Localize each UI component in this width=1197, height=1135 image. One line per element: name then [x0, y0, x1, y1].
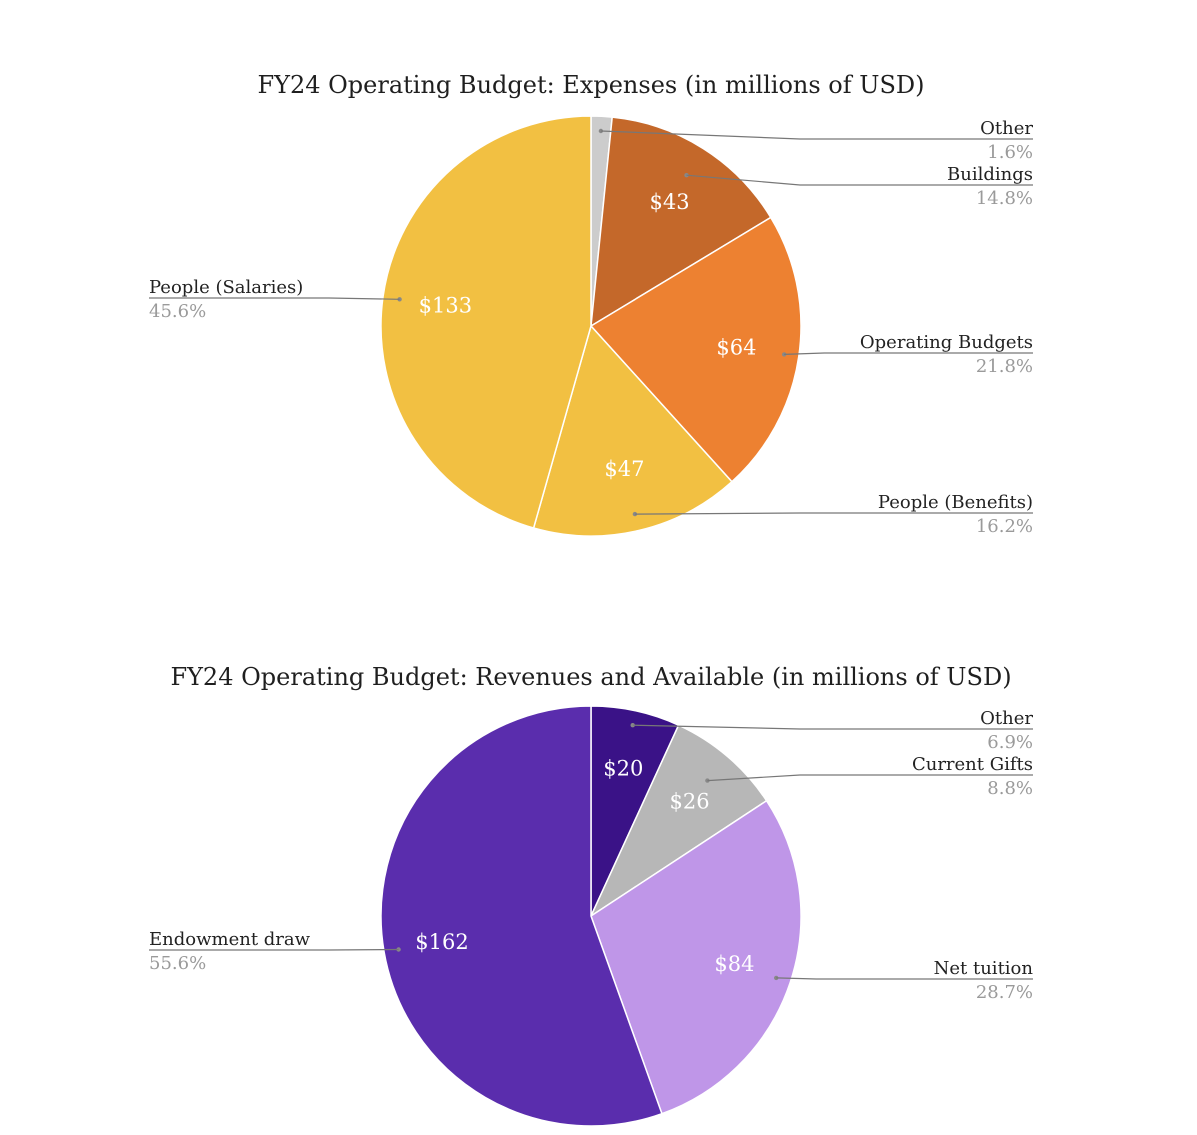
callout-name-current-gifts: Current Gifts	[912, 754, 1033, 775]
slice-people-benefits	[532, 324, 733, 537]
callout-percent-people-benefits: 16.2%	[976, 516, 1033, 537]
callout-name-endowment-draw: Endowment draw	[149, 929, 311, 950]
callout-percent-people-salaries: 45.6%	[149, 301, 206, 322]
revenues-callouts: Other 6.9%Current Gifts 8.8% Net tuition 28.…	[149, 708, 1033, 1003]
callout-line-current-gifts	[707, 774, 1033, 782]
slice-value-label-people-benefits: $47	[604, 457, 644, 481]
callout-name-other: Other	[980, 708, 1033, 729]
callout-name-operating-budgets: Operating Budgets	[860, 332, 1033, 353]
callout-name-people-salaries: People (Salaries)	[149, 277, 303, 298]
expenses-slices	[380, 115, 802, 537]
revenues-pie-chart: FY24 Operating Budget: Revenues and Avai…	[149, 663, 1033, 1127]
slice-value-label-people-salaries: $133	[419, 294, 472, 318]
callout-percent-net-tuition: 28.7%	[976, 982, 1033, 1003]
slice-value-label-endowment-draw: $162	[415, 930, 468, 954]
callout-line-endowment-draw	[149, 948, 399, 951]
callout-percent-operating-budgets: 21.8%	[976, 356, 1033, 377]
revenues-chart-title: FY24 Operating Budget: Revenues and Avai…	[170, 663, 1011, 691]
slice-people-salaries	[380, 115, 592, 529]
callout-line-buildings	[686, 174, 1033, 186]
callout-name-other: Other	[980, 118, 1033, 139]
callout-name-people-benefits: People (Benefits)	[878, 492, 1033, 513]
expenses-pie-chart: FY24 Operating Budget: Expenses (in mill…	[149, 71, 1033, 537]
callout-line-other	[632, 724, 1033, 730]
callout-percent-endowment-draw: 55.6%	[149, 953, 206, 974]
callout-line-people-benefits	[634, 512, 1033, 515]
expenses-callouts: Other 1.6%Buildings 14.8% Operating Budgets…	[149, 118, 1033, 537]
revenues-slice-labels: $20 $26 $84 $162	[415, 756, 754, 976]
callout-percent-buildings: 14.8%	[976, 188, 1033, 209]
revenues-slices	[380, 705, 802, 1127]
slice-value-label-other: $20	[603, 756, 643, 780]
callout-percent-other: 1.6%	[987, 142, 1033, 163]
slice-value-label-current-gifts: $26	[670, 789, 710, 813]
callout-percent-other: 6.9%	[987, 732, 1033, 753]
slice-operating-budgets	[589, 216, 802, 483]
slice-buildings	[590, 116, 772, 328]
callout-percent-current-gifts: 8.8%	[987, 778, 1033, 799]
callout-line-operating-budgets	[784, 352, 1033, 355]
slice-endowment-draw	[380, 705, 663, 1127]
slice-value-label-net-tuition: $84	[714, 952, 754, 976]
expenses-slice-labels: $43 $64 $47 $133	[419, 190, 757, 481]
callout-name-net-tuition: Net tuition	[934, 958, 1034, 979]
slice-value-label-buildings: $43	[650, 190, 690, 214]
callout-line-people-salaries	[149, 297, 400, 300]
slice-value-label-operating-budgets: $64	[716, 335, 756, 359]
callout-line-net-tuition	[776, 977, 1033, 980]
callout-line-other	[600, 130, 1033, 140]
callout-name-buildings: Buildings	[947, 164, 1033, 185]
expenses-chart-title: FY24 Operating Budget: Expenses (in mill…	[257, 71, 924, 99]
slice-net-tuition	[590, 799, 802, 1115]
